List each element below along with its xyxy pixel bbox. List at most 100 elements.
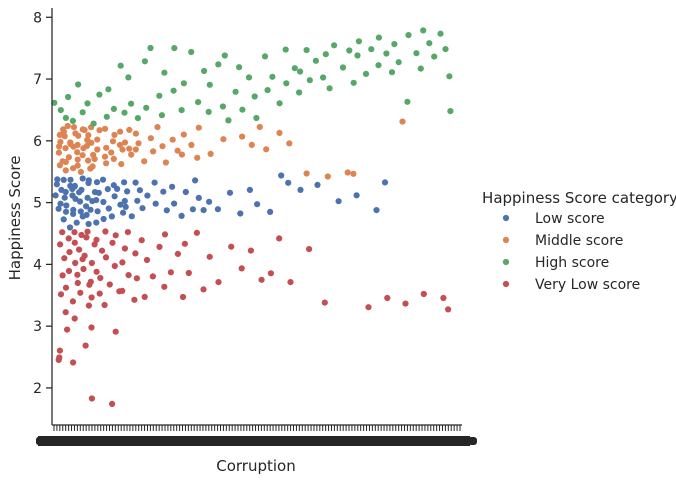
data-point (404, 98, 411, 105)
legend-item-middle-score: Middle score (502, 233, 623, 249)
data-point (94, 208, 101, 215)
data-point (339, 64, 347, 71)
data-point (65, 235, 72, 242)
data-point (139, 205, 146, 212)
data-point (66, 224, 74, 231)
data-point (185, 269, 192, 277)
data-point (236, 64, 243, 71)
data-point (125, 272, 132, 279)
data-point (88, 395, 95, 402)
data-point (70, 124, 77, 131)
data-point (112, 232, 119, 239)
data-point (64, 122, 71, 130)
data-point (150, 148, 157, 155)
data-point (143, 256, 151, 264)
data-point (108, 213, 115, 220)
data-point (399, 118, 406, 125)
data-point (246, 186, 253, 193)
data-point (152, 200, 159, 207)
data-point (354, 52, 361, 59)
data-point (119, 146, 126, 153)
data-point (442, 46, 449, 53)
legend-marker (502, 280, 510, 288)
data-point (131, 296, 138, 303)
data-point (350, 170, 357, 177)
data-point (53, 181, 61, 188)
y-tick-label: 5 (33, 196, 42, 212)
data-point (78, 186, 85, 193)
data-point (312, 57, 319, 64)
data-point (120, 209, 127, 216)
data-point (122, 203, 129, 210)
data-point (151, 179, 158, 186)
data-point (114, 185, 121, 192)
data-point (178, 151, 185, 158)
data-point (75, 132, 82, 139)
data-point (344, 169, 351, 176)
data-point (61, 133, 68, 140)
data-point (117, 201, 124, 208)
data-point (163, 207, 170, 214)
data-point (215, 61, 222, 68)
data-point (171, 200, 178, 207)
data-point (62, 158, 69, 166)
data-point (57, 241, 64, 248)
data-point (79, 126, 86, 133)
data-point (355, 38, 362, 45)
data-point (118, 161, 125, 168)
data-point (158, 112, 165, 119)
data-point (188, 48, 195, 56)
data-point (365, 304, 372, 311)
data-point (256, 123, 263, 131)
data-point (238, 265, 245, 272)
data-point (205, 108, 212, 115)
x-tick-labels-overlap-right (468, 437, 477, 445)
data-point (182, 188, 189, 196)
data-point (65, 154, 72, 161)
data-point (71, 315, 78, 322)
data-point (62, 309, 69, 316)
data-point (65, 93, 72, 101)
data-point (102, 254, 110, 261)
data-point (101, 301, 108, 309)
data-point (276, 129, 283, 136)
data-point (303, 170, 310, 177)
data-point (391, 41, 398, 48)
data-point (101, 125, 109, 132)
data-point (254, 201, 261, 208)
data-point (119, 287, 126, 294)
data-point (402, 300, 409, 307)
series-low-score (52, 172, 389, 231)
data-point (154, 124, 161, 131)
data-point (74, 162, 81, 169)
data-point (62, 208, 70, 215)
data-point (71, 182, 78, 189)
data-point (326, 85, 333, 92)
data-point (72, 259, 79, 267)
data-point (306, 246, 313, 253)
data-point (413, 50, 420, 57)
data-point (84, 100, 91, 107)
data-point (109, 400, 116, 407)
data-point (169, 183, 176, 190)
series-high-score (51, 27, 454, 127)
data-point (81, 252, 88, 259)
data-point (228, 243, 235, 250)
data-point (126, 126, 133, 133)
data-point (65, 267, 73, 275)
data-point (57, 200, 64, 207)
data-point (86, 281, 93, 288)
data-point (195, 194, 202, 201)
data-point (66, 249, 73, 256)
data-point (267, 270, 274, 277)
data-point (59, 229, 66, 236)
data-point (134, 197, 141, 204)
data-point (97, 274, 104, 282)
data-point (258, 276, 265, 283)
data-point (62, 114, 69, 121)
data-point (79, 175, 86, 182)
data-point (85, 179, 92, 187)
data-point (420, 290, 427, 298)
legend-item-very-low-score: Very Low score (502, 277, 640, 293)
data-point (426, 40, 433, 47)
